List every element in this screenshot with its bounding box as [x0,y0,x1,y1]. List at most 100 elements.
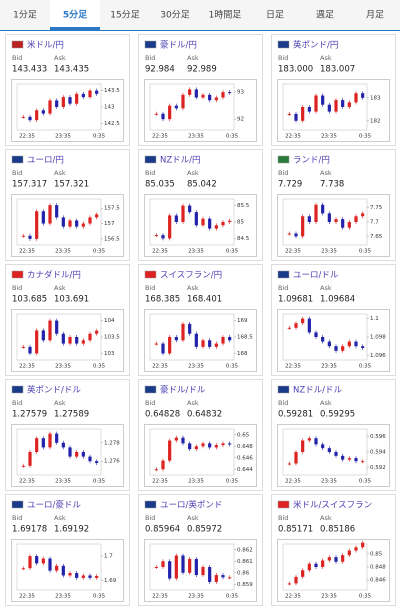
x-tick-label: 22:35 [19,479,35,485]
candle [301,216,305,237]
ask-value: 103.691 [54,295,89,305]
y-tick-label: 0.86 [237,570,250,576]
x-tick-label: 22:35 [152,479,168,485]
y-tick-label: 1.7 [104,554,113,560]
rate-card[interactable]: ユーロ/英ポンド Bid Ask 0.85964 0.85972 0.862 0.861 0.… [138,494,263,606]
candle [228,92,232,94]
rate-card[interactable]: 米ドル/スイスフラン Bid Ask 0.85171 0.85186 0.85 0.848 0… [271,494,396,606]
rate-card[interactable]: ユーロ/円 Bid Ask 157.317 157.321 157.5 157 156.5 22… [5,149,130,261]
candle [361,213,365,217]
rate-card[interactable]: 豪ドル/ドル Bid Ask 0.64828 0.64832 0.65 0.648 0.646… [138,379,263,491]
candle [168,440,172,461]
tab[interactable]: 月足 [366,10,384,21]
tab[interactable]: 日足 [266,10,284,21]
ask-label: Ask [54,514,66,522]
candle [61,217,65,227]
candle [81,452,85,457]
ask-value: 157.321 [54,180,89,190]
ask-value: 0.64832 [187,410,222,420]
pair-name: 米ドル/円 [27,40,64,51]
candle [208,94,212,101]
candle [188,205,192,213]
bid-value: 92.984 [145,65,175,75]
y-tick-label: 0.592 [370,465,386,471]
pair-name: ユーロ/豪ドル [27,500,81,511]
candle [327,104,331,112]
tab[interactable]: 1分足 [13,10,37,21]
candle [294,233,298,237]
rate-card[interactable]: ユーロ/豪ドル Bid Ask 1.69178 1.69192 1.7 1.69 22:35 2… [5,494,130,606]
candle [361,93,365,98]
tab[interactable]: 30分足 [160,10,189,21]
y-tick-label: 1.096 [370,353,386,359]
rate-card[interactable]: NZドル/円 Bid Ask 85.035 85.042 85.5 85 84.5 22:35 2… [138,149,263,261]
x-tick-label: 23:35 [321,364,337,370]
candle [154,567,158,568]
pair-name: 英ポンド/ドル [27,385,81,396]
rate-card[interactable]: ランド/円 Bid Ask 7.729 7.738 7.75 7.7 7.65 22:35 23:… [271,149,396,261]
rate-card[interactable]: ユーロ/ドル Bid Ask 1.09681 1.09684 1.1 1.098 1.096 2… [271,264,396,376]
x-tick-label: 22:35 [152,594,168,600]
flag [277,270,290,279]
candle [334,219,338,222]
plot-area [149,428,235,476]
chart-frame [277,309,390,372]
tab[interactable]: 週足 [316,10,334,21]
candle [48,205,52,224]
candle [35,110,39,121]
pair-name: ユーロ/英ポンド [160,500,222,511]
tab[interactable]: 5分足 [63,9,88,21]
ask-value: 0.85972 [187,525,222,535]
pair-name: NZドル/ドル [293,386,343,396]
candle [321,560,325,567]
bid-value: 7.729 [278,180,302,190]
candle [68,97,72,104]
bid-value: 157.317 [12,180,47,190]
tab[interactable]: 1時間足 [209,10,242,21]
rate-card[interactable]: NZドル/ドル Bid Ask 0.59281 0.59295 0.596 0.594 0.5… [271,379,396,491]
candle [81,223,85,227]
rate-card[interactable]: 英ポンド/ドル Bid Ask 1.27579 1.27589 1.278 1.276 22:… [5,379,130,491]
candle [88,575,92,578]
candle [287,463,291,465]
candle [287,233,291,235]
rate-card[interactable]: 米ドル/円 Bid Ask 143.433 143.435 143.5 143 142.5 22… [5,34,130,146]
candle [341,555,345,562]
candle [61,442,65,448]
candle [28,346,32,354]
y-tick-label: 143.5 [104,88,120,94]
candle [48,320,52,341]
x-tick-label: 22:35 [285,134,301,140]
candle [35,438,39,452]
candle [48,558,52,571]
flag [11,40,24,49]
plot-area [282,83,368,131]
candle [75,573,79,578]
y-tick-label: 0.861 [237,559,253,565]
candle [48,100,52,114]
rate-card[interactable]: 英ポンド/円 Bid Ask 183.000 183.007 183 182 22:35 23:… [271,34,396,146]
rate-card[interactable]: 豪ドル/円 Bid Ask 92.984 92.989 93 92 22:35 23:35 0:3… [138,34,263,146]
candle [228,220,232,222]
candle [181,555,185,573]
ask-value: 0.85186 [320,525,355,535]
candle [228,577,232,579]
rate-card[interactable]: カナダドル/円 Bid Ask 103.685 103.691 104 103.5 103 22… [5,264,130,376]
bid-value: 143.433 [12,65,47,75]
candle [301,318,305,324]
candle [168,337,172,354]
candle [188,89,192,95]
candle [194,212,198,226]
tab[interactable]: 15分足 [110,10,139,21]
y-tick-label: 0.65 [237,432,250,438]
candle [28,235,32,239]
candle [181,205,185,222]
pair-name: ユーロ/ドル [293,271,339,281]
y-tick-label: 93 [237,90,244,96]
candle [28,556,32,569]
candle [301,570,305,577]
bid-label: Bid [12,169,22,177]
bid-label: Bid [12,514,22,522]
bid-value: 103.685 [12,295,47,305]
rate-card[interactable]: スイスフラン/円 Bid Ask 168.385 168.401 169 168.5 168 2… [138,264,263,376]
